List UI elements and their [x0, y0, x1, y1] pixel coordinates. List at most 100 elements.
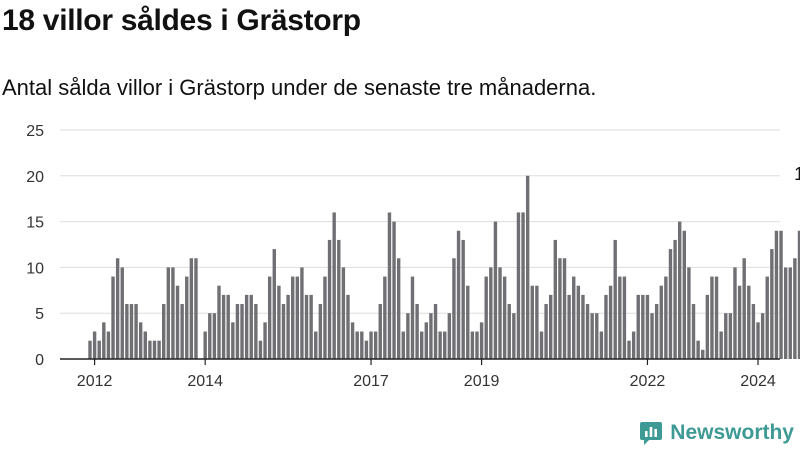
y-tick-label: 25 — [26, 123, 44, 140]
bar — [489, 267, 493, 359]
bar — [502, 276, 507, 359]
bar — [659, 285, 663, 359]
bar — [733, 267, 737, 359]
bar — [443, 331, 447, 359]
bar — [751, 304, 756, 359]
bar — [369, 331, 373, 359]
bar — [714, 276, 719, 359]
bar — [148, 340, 152, 359]
bar — [267, 276, 272, 359]
bar — [567, 294, 571, 359]
bar — [341, 267, 346, 359]
bar — [309, 294, 313, 359]
bar — [355, 331, 359, 359]
bar — [424, 322, 429, 359]
bar — [378, 304, 382, 359]
bar — [106, 331, 111, 359]
x-tick-label: 2024 — [740, 373, 776, 390]
y-tick-label: 5 — [35, 306, 44, 323]
bar — [254, 304, 258, 359]
bar — [226, 294, 230, 359]
bar — [613, 239, 617, 359]
bar — [770, 249, 774, 359]
bar — [498, 267, 502, 359]
bar — [249, 294, 253, 359]
bar — [788, 267, 792, 359]
bar — [747, 285, 751, 359]
bar — [645, 294, 650, 359]
bar — [641, 294, 645, 359]
bar — [433, 304, 438, 359]
bar — [585, 304, 590, 359]
highlight-data-label: 18 — [794, 164, 800, 184]
bar — [470, 331, 475, 359]
bar — [162, 304, 166, 359]
bar — [392, 221, 396, 359]
bar — [479, 322, 484, 359]
bar — [622, 276, 627, 359]
bar — [272, 249, 276, 359]
bar-chart: 0 5 10 15 20 25 2012 2014 2017 2019 2022 2024 18 — [26, 123, 800, 390]
x-tick-label: 2014 — [187, 373, 223, 390]
bar — [452, 258, 456, 359]
bar — [360, 331, 364, 359]
bar — [724, 313, 728, 359]
bar — [461, 239, 465, 359]
y-tick-label: 15 — [26, 215, 44, 232]
bar — [691, 304, 696, 359]
y-tick-label: 20 — [26, 169, 44, 186]
bar — [484, 276, 488, 359]
bar — [525, 175, 530, 359]
bar — [111, 276, 115, 359]
bar — [208, 313, 212, 359]
newsworthy-logo[interactable]: Newsworthy — [638, 420, 794, 446]
bar — [530, 285, 534, 359]
chart-subtitle: Antal sålda villor i Grästorp under de s… — [2, 75, 597, 100]
bar — [650, 313, 654, 359]
brand-name: Newsworthy — [670, 421, 794, 444]
bar — [756, 322, 760, 359]
bar — [221, 294, 226, 359]
x-tick-label: 2019 — [464, 373, 500, 390]
bar — [212, 313, 217, 359]
bars — [88, 175, 800, 359]
bar — [180, 304, 184, 359]
bar — [304, 294, 309, 359]
bar — [654, 304, 659, 359]
bar — [318, 304, 323, 359]
bar — [300, 267, 304, 359]
chart-title: 18 villor såldes i Grästorp — [2, 4, 361, 37]
bar — [166, 267, 171, 359]
bar — [185, 276, 189, 359]
bar — [608, 285, 613, 359]
bar — [475, 331, 479, 359]
bar — [120, 267, 124, 359]
bar — [595, 313, 599, 359]
bar — [590, 313, 594, 359]
bar — [438, 331, 442, 359]
bar — [429, 313, 433, 359]
bar — [175, 285, 180, 359]
bar — [581, 294, 585, 359]
bar — [350, 322, 355, 359]
bar — [102, 322, 106, 359]
x-tick-label: 2017 — [353, 373, 389, 390]
bar — [157, 340, 161, 359]
bar — [332, 212, 336, 359]
bar — [664, 276, 668, 359]
bar — [189, 258, 194, 359]
bar — [631, 331, 636, 359]
bar — [203, 331, 207, 359]
bar — [125, 304, 129, 359]
bar — [682, 230, 686, 359]
bar — [92, 331, 97, 359]
bar — [618, 276, 622, 359]
bar — [737, 285, 742, 359]
bar — [562, 258, 567, 359]
bar — [171, 267, 175, 359]
bar — [396, 258, 401, 359]
bar — [636, 294, 640, 359]
bar — [544, 304, 548, 359]
bar — [539, 331, 544, 359]
bar — [115, 258, 120, 359]
